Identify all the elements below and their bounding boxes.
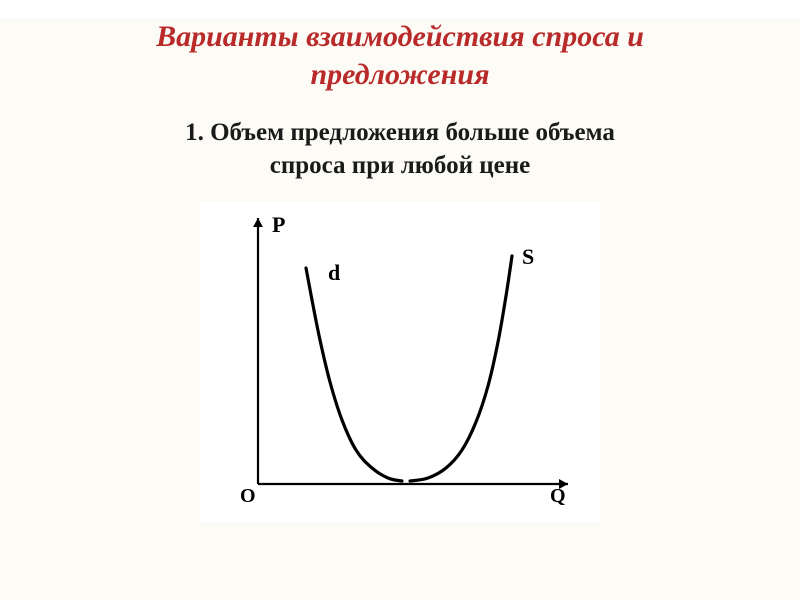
subtitle-line2: спроса при любой цене [270, 152, 530, 179]
supply-demand-chart: P O Qd S [200, 202, 600, 522]
demand-curve [306, 268, 402, 481]
axis-label-s: S [522, 244, 534, 269]
title-line2: предложения [310, 58, 489, 91]
supply-curve [410, 256, 512, 481]
chart-container: P O Qd S [0, 202, 800, 522]
slide-subtitle: 1. Объем предложения больше объема спрос… [0, 117, 800, 182]
axis-label-o: O [240, 485, 256, 507]
subtitle-line1: 1. Объем предложения больше объема [185, 119, 615, 146]
title-line1: Варианты взаимодействия спроса и [156, 20, 644, 53]
axis-label-q: Q [550, 485, 566, 507]
slide: Варианты взаимодействия спроса и предлож… [0, 18, 800, 600]
slide-title: Варианты взаимодействия спроса и предлож… [0, 18, 800, 93]
axis-label-d: d [328, 260, 340, 285]
axis-label-p: P [272, 212, 285, 237]
